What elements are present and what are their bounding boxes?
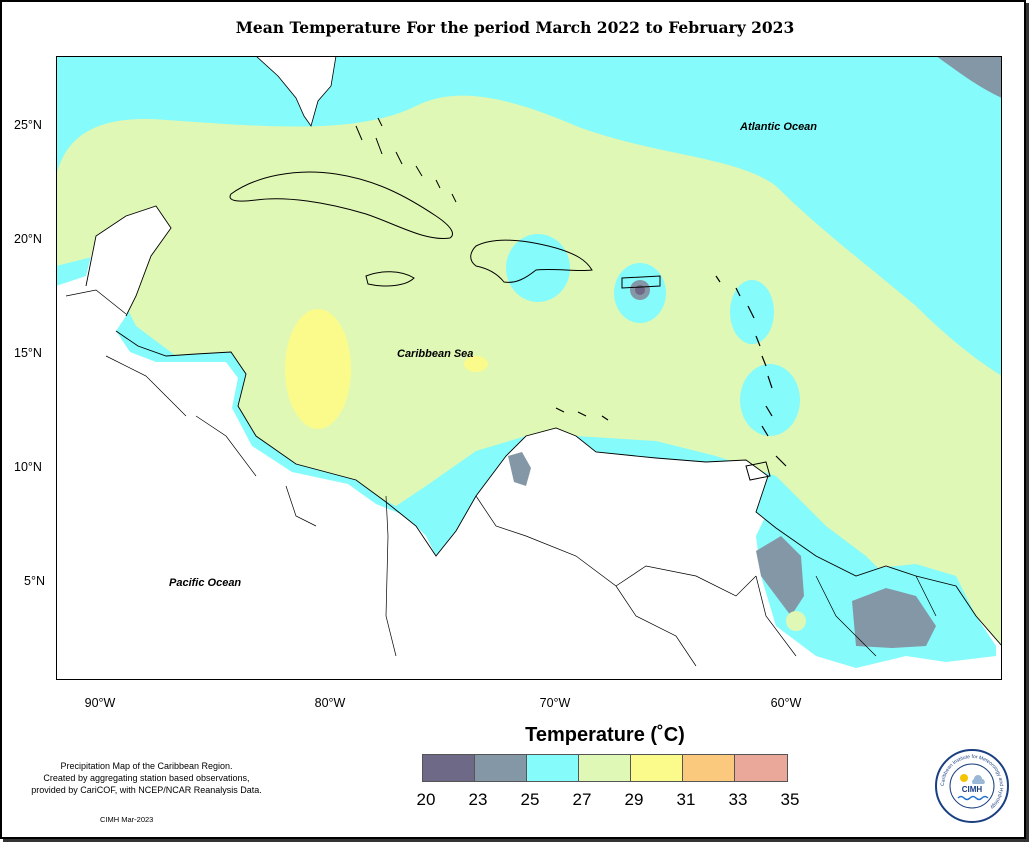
cold-zone-maracaibo [508,452,531,486]
legend-label-31: 31 [676,790,696,809]
coastline-yucatan [85,205,172,317]
cimh-logo: Caribbean Institute for Meteorology and … [934,748,1010,824]
map-title: Mean Temperature For the period March 20… [235,18,795,37]
warm-water-zone [56,95,1002,676]
cloud-icon [972,775,985,784]
legend-label-23: 23 [468,790,488,809]
legend-swatch-20-23 [423,755,475,781]
logo-name: CIMH [962,785,983,794]
credit-text: CIMH Mar-2023 [100,815,154,824]
cimh-logo-graphic: Caribbean Institute for Meteorology and … [935,749,1009,823]
source-note: Precipitation Map of the Caribbean Regio… [4,760,289,796]
islands-bahamas [355,117,457,203]
y-tick-20n: 20°N [14,232,42,246]
cool-coastal-strip-ca [116,331,424,534]
legend-swatch-23-25 [475,755,527,781]
map-border [56,56,1002,680]
cool-blob-guadeloupe [730,280,774,344]
source-note-line-3: provided by CariCOF, with NCEP/NCAR Rean… [31,785,262,795]
x-tick-90w: 90°W [84,696,116,710]
temperature-map: Atlantic Ocean Caribbean Sea Pacific Oce… [56,56,1002,680]
legend-color-bar [422,754,788,782]
island-hispaniola [470,239,593,283]
island-jamaica [365,271,415,287]
x-tick-60w: 60°W [770,696,802,710]
map-canvas: Atlantic Ocean Caribbean Sea Pacific Oce… [56,56,1002,680]
y-tick-25n: 25°N [14,118,42,132]
source-note-line-2: Created by aggregating station based obs… [43,773,250,783]
cool-blob-windwards [740,364,800,436]
source-note-line-1: Precipitation Map of the Caribbean Regio… [60,761,233,771]
legend-swatch-29-31 [631,755,683,781]
cool-blob-hispaniola [506,234,570,302]
cool-zone-guianas [756,511,996,668]
country-borders [65,289,937,667]
legend-label-35: 35 [780,790,800,809]
y-tick-15n: 15°N [14,346,42,360]
island-trinidad [745,461,771,481]
legend-title: Temperature (˚C) [525,724,685,746]
island-puertorico [621,275,661,289]
legend-swatch-31-33 [683,755,735,781]
island-cuba [229,171,453,240]
warm-spot-guyana [786,611,806,631]
legend-swatch-33-35 [735,755,787,781]
legend-label-20: 20 [416,790,436,809]
islands-abc [555,407,609,421]
legend-label-27: 27 [572,790,592,809]
x-tick-80w: 80°W [314,696,346,710]
coastline-mainland [115,330,1002,647]
y-tick-5n: 5°N [24,574,45,588]
cold-ne-zone [936,56,1002,98]
hot-spot-west [285,309,351,429]
wave-icon [957,795,989,801]
legend-label-33: 33 [728,790,748,809]
legend-label-25: 25 [520,790,540,809]
cold-zone-suriname [852,588,936,648]
sun-icon [960,774,968,782]
legend-label-29: 29 [624,790,644,809]
x-tick-70w: 70°W [539,696,571,710]
legend-swatch-25-27 [527,755,579,781]
islands-lesser-antilles [715,275,787,467]
land-florida [255,56,337,127]
y-tick-10n: 10°N [14,460,42,474]
cold-zone-guyana [756,536,804,616]
hot-spot-central [464,356,488,372]
label-pacific-ocean: Pacific Ocean [169,577,241,589]
legend-swatch-27-29 [579,755,631,781]
label-atlantic-ocean: Atlantic Ocean [739,121,817,133]
label-caribbean-sea: Caribbean Sea [397,348,473,360]
